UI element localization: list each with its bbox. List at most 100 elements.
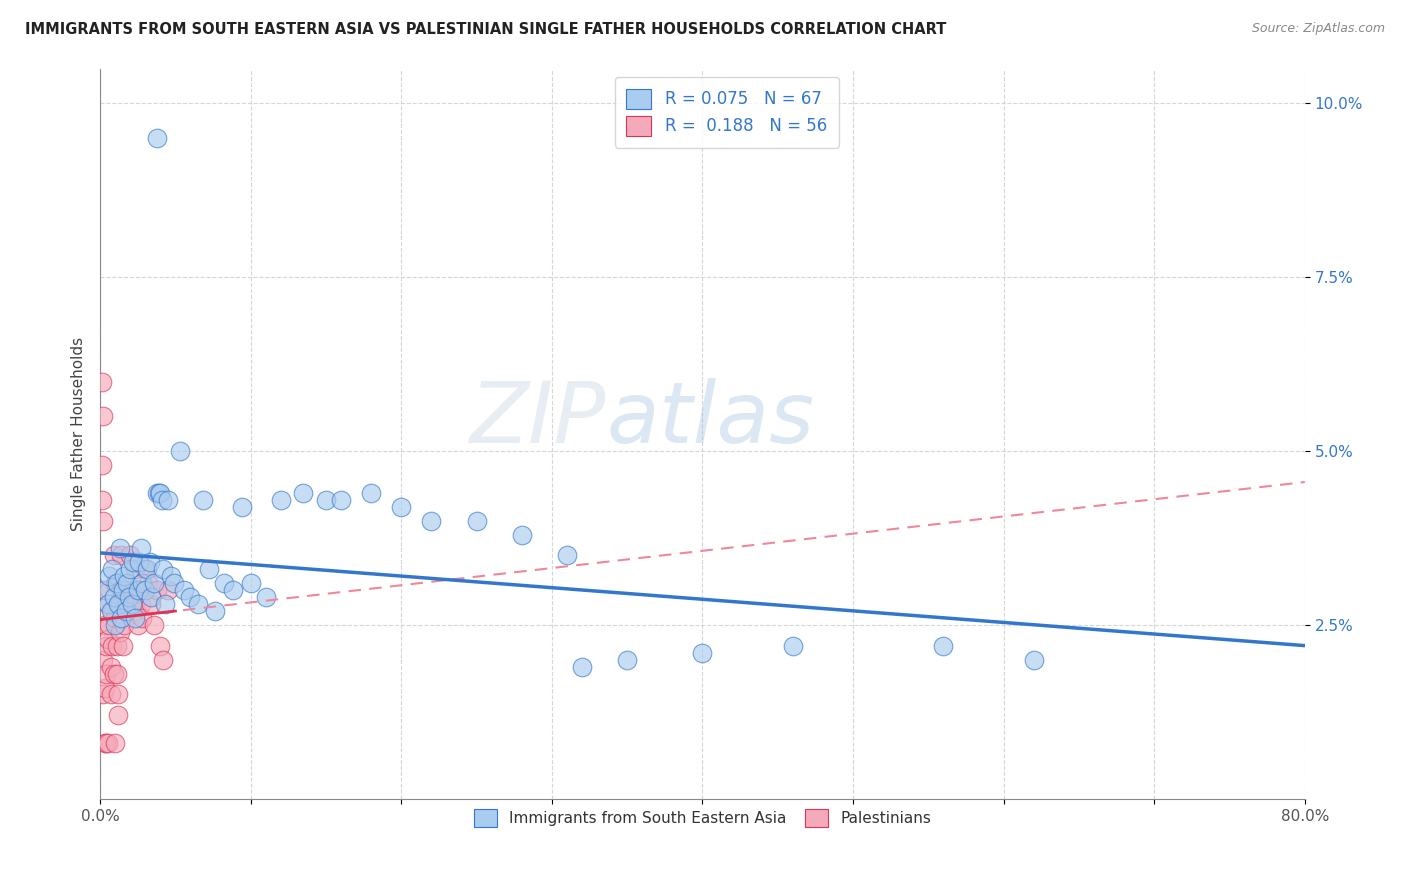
Point [111,583,134,598]
Point [104,736,127,750]
Point [173,583,195,598]
Point [143,576,166,591]
Point [124,611,146,625]
Point [127,618,149,632]
Point [94,639,117,653]
Point [110,611,132,625]
Point [169,444,191,458]
Point [292,485,315,500]
Point [111,639,134,653]
Point [101,604,124,618]
Point [93,736,115,750]
Point [571,659,593,673]
Point [616,653,638,667]
Point [107,688,129,702]
Point [90,458,112,472]
Point [555,549,578,563]
Text: IMMIGRANTS FROM SOUTH EASTERN ASIA VS PALESTINIAN SINGLE FATHER HOUSEHOLDS CORRE: IMMIGRANTS FROM SOUTH EASTERN ASIA VS PA… [25,22,946,37]
Point [389,500,412,514]
Point [105,666,128,681]
Point [108,597,131,611]
Point [104,611,127,625]
Point [932,639,955,653]
Point [97,632,120,646]
Point [93,681,115,695]
Point [91,688,114,702]
Text: ZIP: ZIP [470,377,606,460]
Point [129,597,152,611]
Point [115,597,138,611]
Point [160,569,183,583]
Point [91,514,114,528]
Point [101,639,124,653]
Point [150,492,173,507]
Point [100,659,122,673]
Point [98,583,121,598]
Point [143,618,166,632]
Point [120,549,142,563]
Point [100,604,122,618]
Point [112,618,135,632]
Point [152,562,174,576]
Point [254,590,277,604]
Point [146,583,169,598]
Point [163,576,186,591]
Point [270,492,292,507]
Point [221,583,243,598]
Point [114,604,136,618]
Point [330,492,353,507]
Point [107,597,129,611]
Point [115,576,138,591]
Point [152,653,174,667]
Point [121,597,143,611]
Point [128,583,150,598]
Point [118,590,141,604]
Point [121,583,143,598]
Point [131,576,153,591]
Point [129,541,152,556]
Point [97,597,120,611]
Point [104,576,127,591]
Point [93,583,115,598]
Point [91,653,114,667]
Point [136,576,159,591]
Point [90,492,112,507]
Point [90,375,112,389]
Text: atlas: atlas [606,377,814,460]
Point [212,576,235,591]
Point [122,555,145,569]
Point [141,597,163,611]
Point [103,549,125,563]
Point [782,639,804,653]
Point [146,131,169,145]
Point [187,597,209,611]
Point [134,583,156,598]
Point [148,485,170,500]
Point [108,624,131,639]
Point [156,583,179,598]
Point [100,688,122,702]
Point [204,604,226,618]
Text: Source: ZipAtlas.com: Source: ZipAtlas.com [1251,22,1385,36]
Point [149,485,172,500]
Point [103,666,125,681]
Point [141,590,163,604]
Point [231,500,253,514]
Point [110,549,132,563]
Point [124,562,146,576]
Point [94,736,117,750]
Point [128,555,150,569]
Point [420,514,443,528]
Point [127,583,149,598]
Point [120,562,142,576]
Point [105,639,128,653]
Point [125,604,148,618]
Point [97,736,120,750]
Point [197,562,219,576]
Point [110,583,132,598]
Point [139,555,162,569]
Point [122,597,145,611]
Point [105,576,128,591]
Point [94,666,117,681]
Legend: Immigrants from South Eastern Asia, Palestinians: Immigrants from South Eastern Asia, Pale… [467,801,939,835]
